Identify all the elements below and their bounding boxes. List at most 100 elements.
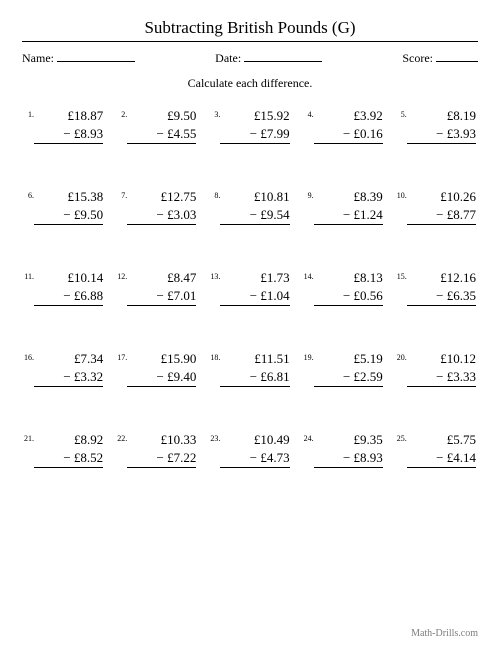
problem-stack: £5.19− £2.59 <box>314 350 385 387</box>
problem-index: 5. <box>395 107 407 119</box>
problem-cell: 11.£10.14− £6.88 <box>22 269 105 306</box>
minuend: £3.92 <box>314 107 383 125</box>
subtrahend: − £3.33 <box>407 368 476 388</box>
title-rule <box>22 41 478 42</box>
date-field: Date: <box>215 50 322 66</box>
subtrahend: − £4.55 <box>127 125 196 145</box>
problem-stack: £12.75− £3.03 <box>127 188 198 225</box>
problem-cell: 16.£7.34− £3.32 <box>22 350 105 387</box>
subtrahend: − £3.93 <box>407 125 476 145</box>
subtrahend: − £3.32 <box>34 368 103 388</box>
minuend: £10.12 <box>407 350 476 368</box>
subtrahend: − £8.77 <box>407 206 476 226</box>
problem-index: 19. <box>302 350 314 362</box>
minuend: £9.35 <box>314 431 383 449</box>
subtrahend: − £2.59 <box>314 368 383 388</box>
minuend: £10.33 <box>127 431 196 449</box>
name-blank[interactable] <box>57 50 135 62</box>
minuend: £8.39 <box>314 188 383 206</box>
minuend: £8.19 <box>407 107 476 125</box>
minuend: £7.34 <box>34 350 103 368</box>
minuend: £9.50 <box>127 107 196 125</box>
subtrahend: − £0.56 <box>314 287 383 307</box>
problem-cell: 25.£5.75− £4.14 <box>395 431 478 468</box>
problem-grid: 1.£18.87− £8.932.£9.50− £4.553.£15.92− £… <box>22 107 478 468</box>
problem-stack: £10.49− £4.73 <box>220 431 291 468</box>
problem-index: 21. <box>22 431 34 443</box>
problem-index: 3. <box>208 107 220 119</box>
problem-index: 13. <box>208 269 220 281</box>
subtrahend: − £0.16 <box>314 125 383 145</box>
problem-cell: 9.£8.39− £1.24 <box>302 188 385 225</box>
minuend: £10.49 <box>220 431 289 449</box>
subtrahend: − £8.93 <box>34 125 103 145</box>
subtrahend: − £7.99 <box>220 125 289 145</box>
problem-index: 17. <box>115 350 127 362</box>
problem-stack: £18.87− £8.93 <box>34 107 105 144</box>
problem-cell: 13.£1.73− £1.04 <box>208 269 291 306</box>
problem-cell: 22.£10.33− £7.22 <box>115 431 198 468</box>
score-field: Score: <box>402 50 478 66</box>
minuend: £5.75 <box>407 431 476 449</box>
problem-cell: 15.£12.16− £6.35 <box>395 269 478 306</box>
subtrahend: − £7.22 <box>127 449 196 469</box>
problem-index: 6. <box>22 188 34 200</box>
subtrahend: − £4.73 <box>220 449 289 469</box>
problem-index: 15. <box>395 269 407 281</box>
minuend: £12.75 <box>127 188 196 206</box>
problem-stack: £15.90− £9.40 <box>127 350 198 387</box>
minuend: £15.38 <box>34 188 103 206</box>
problem-index: 12. <box>115 269 127 281</box>
minuend: £15.92 <box>220 107 289 125</box>
problem-index: 18. <box>208 350 220 362</box>
problem-stack: £10.33− £7.22 <box>127 431 198 468</box>
score-blank[interactable] <box>436 50 478 62</box>
problem-cell: 19.£5.19− £2.59 <box>302 350 385 387</box>
problem-stack: £10.12− £3.33 <box>407 350 478 387</box>
minuend: £10.14 <box>34 269 103 287</box>
problem-index: 23. <box>208 431 220 443</box>
subtrahend: − £7.01 <box>127 287 196 307</box>
problem-cell: 5.£8.19− £3.93 <box>395 107 478 144</box>
problem-index: 8. <box>208 188 220 200</box>
problem-cell: 14.£8.13− £0.56 <box>302 269 385 306</box>
page-title: Subtracting British Pounds (G) <box>22 18 478 38</box>
problem-index: 20. <box>395 350 407 362</box>
problem-stack: £7.34− £3.32 <box>34 350 105 387</box>
problem-stack: £10.26− £8.77 <box>407 188 478 225</box>
minuend: £1.73 <box>220 269 289 287</box>
date-label: Date: <box>215 51 241 66</box>
subtrahend: − £6.81 <box>220 368 289 388</box>
minuend: £8.92 <box>34 431 103 449</box>
subtrahend: − £8.52 <box>34 449 103 469</box>
problem-index: 11. <box>22 269 34 281</box>
minuend: £12.16 <box>407 269 476 287</box>
problem-index: 2. <box>115 107 127 119</box>
subtrahend: − £6.35 <box>407 287 476 307</box>
subtrahend: − £9.54 <box>220 206 289 226</box>
minuend: £15.90 <box>127 350 196 368</box>
problem-index: 9. <box>302 188 314 200</box>
problem-index: 24. <box>302 431 314 443</box>
minuend: £11.51 <box>220 350 289 368</box>
minuend: £18.87 <box>34 107 103 125</box>
subtrahend: − £4.14 <box>407 449 476 469</box>
date-blank[interactable] <box>244 50 322 62</box>
subtrahend: − £1.24 <box>314 206 383 226</box>
name-field: Name: <box>22 50 135 66</box>
problem-stack: £8.19− £3.93 <box>407 107 478 144</box>
problem-stack: £10.14− £6.88 <box>34 269 105 306</box>
footer-text: Math-Drills.com <box>411 628 478 639</box>
problem-cell: 2.£9.50− £4.55 <box>115 107 198 144</box>
minuend: £10.26 <box>407 188 476 206</box>
minuend: £8.47 <box>127 269 196 287</box>
problem-index: 22. <box>115 431 127 443</box>
problem-stack: £3.92− £0.16 <box>314 107 385 144</box>
problem-cell: 18.£11.51− £6.81 <box>208 350 291 387</box>
problem-stack: £11.51− £6.81 <box>220 350 291 387</box>
problem-cell: 8.£10.81− £9.54 <box>208 188 291 225</box>
minuend: £8.13 <box>314 269 383 287</box>
problem-stack: £1.73− £1.04 <box>220 269 291 306</box>
problem-cell: 24.£9.35− £8.93 <box>302 431 385 468</box>
problem-cell: 12.£8.47− £7.01 <box>115 269 198 306</box>
